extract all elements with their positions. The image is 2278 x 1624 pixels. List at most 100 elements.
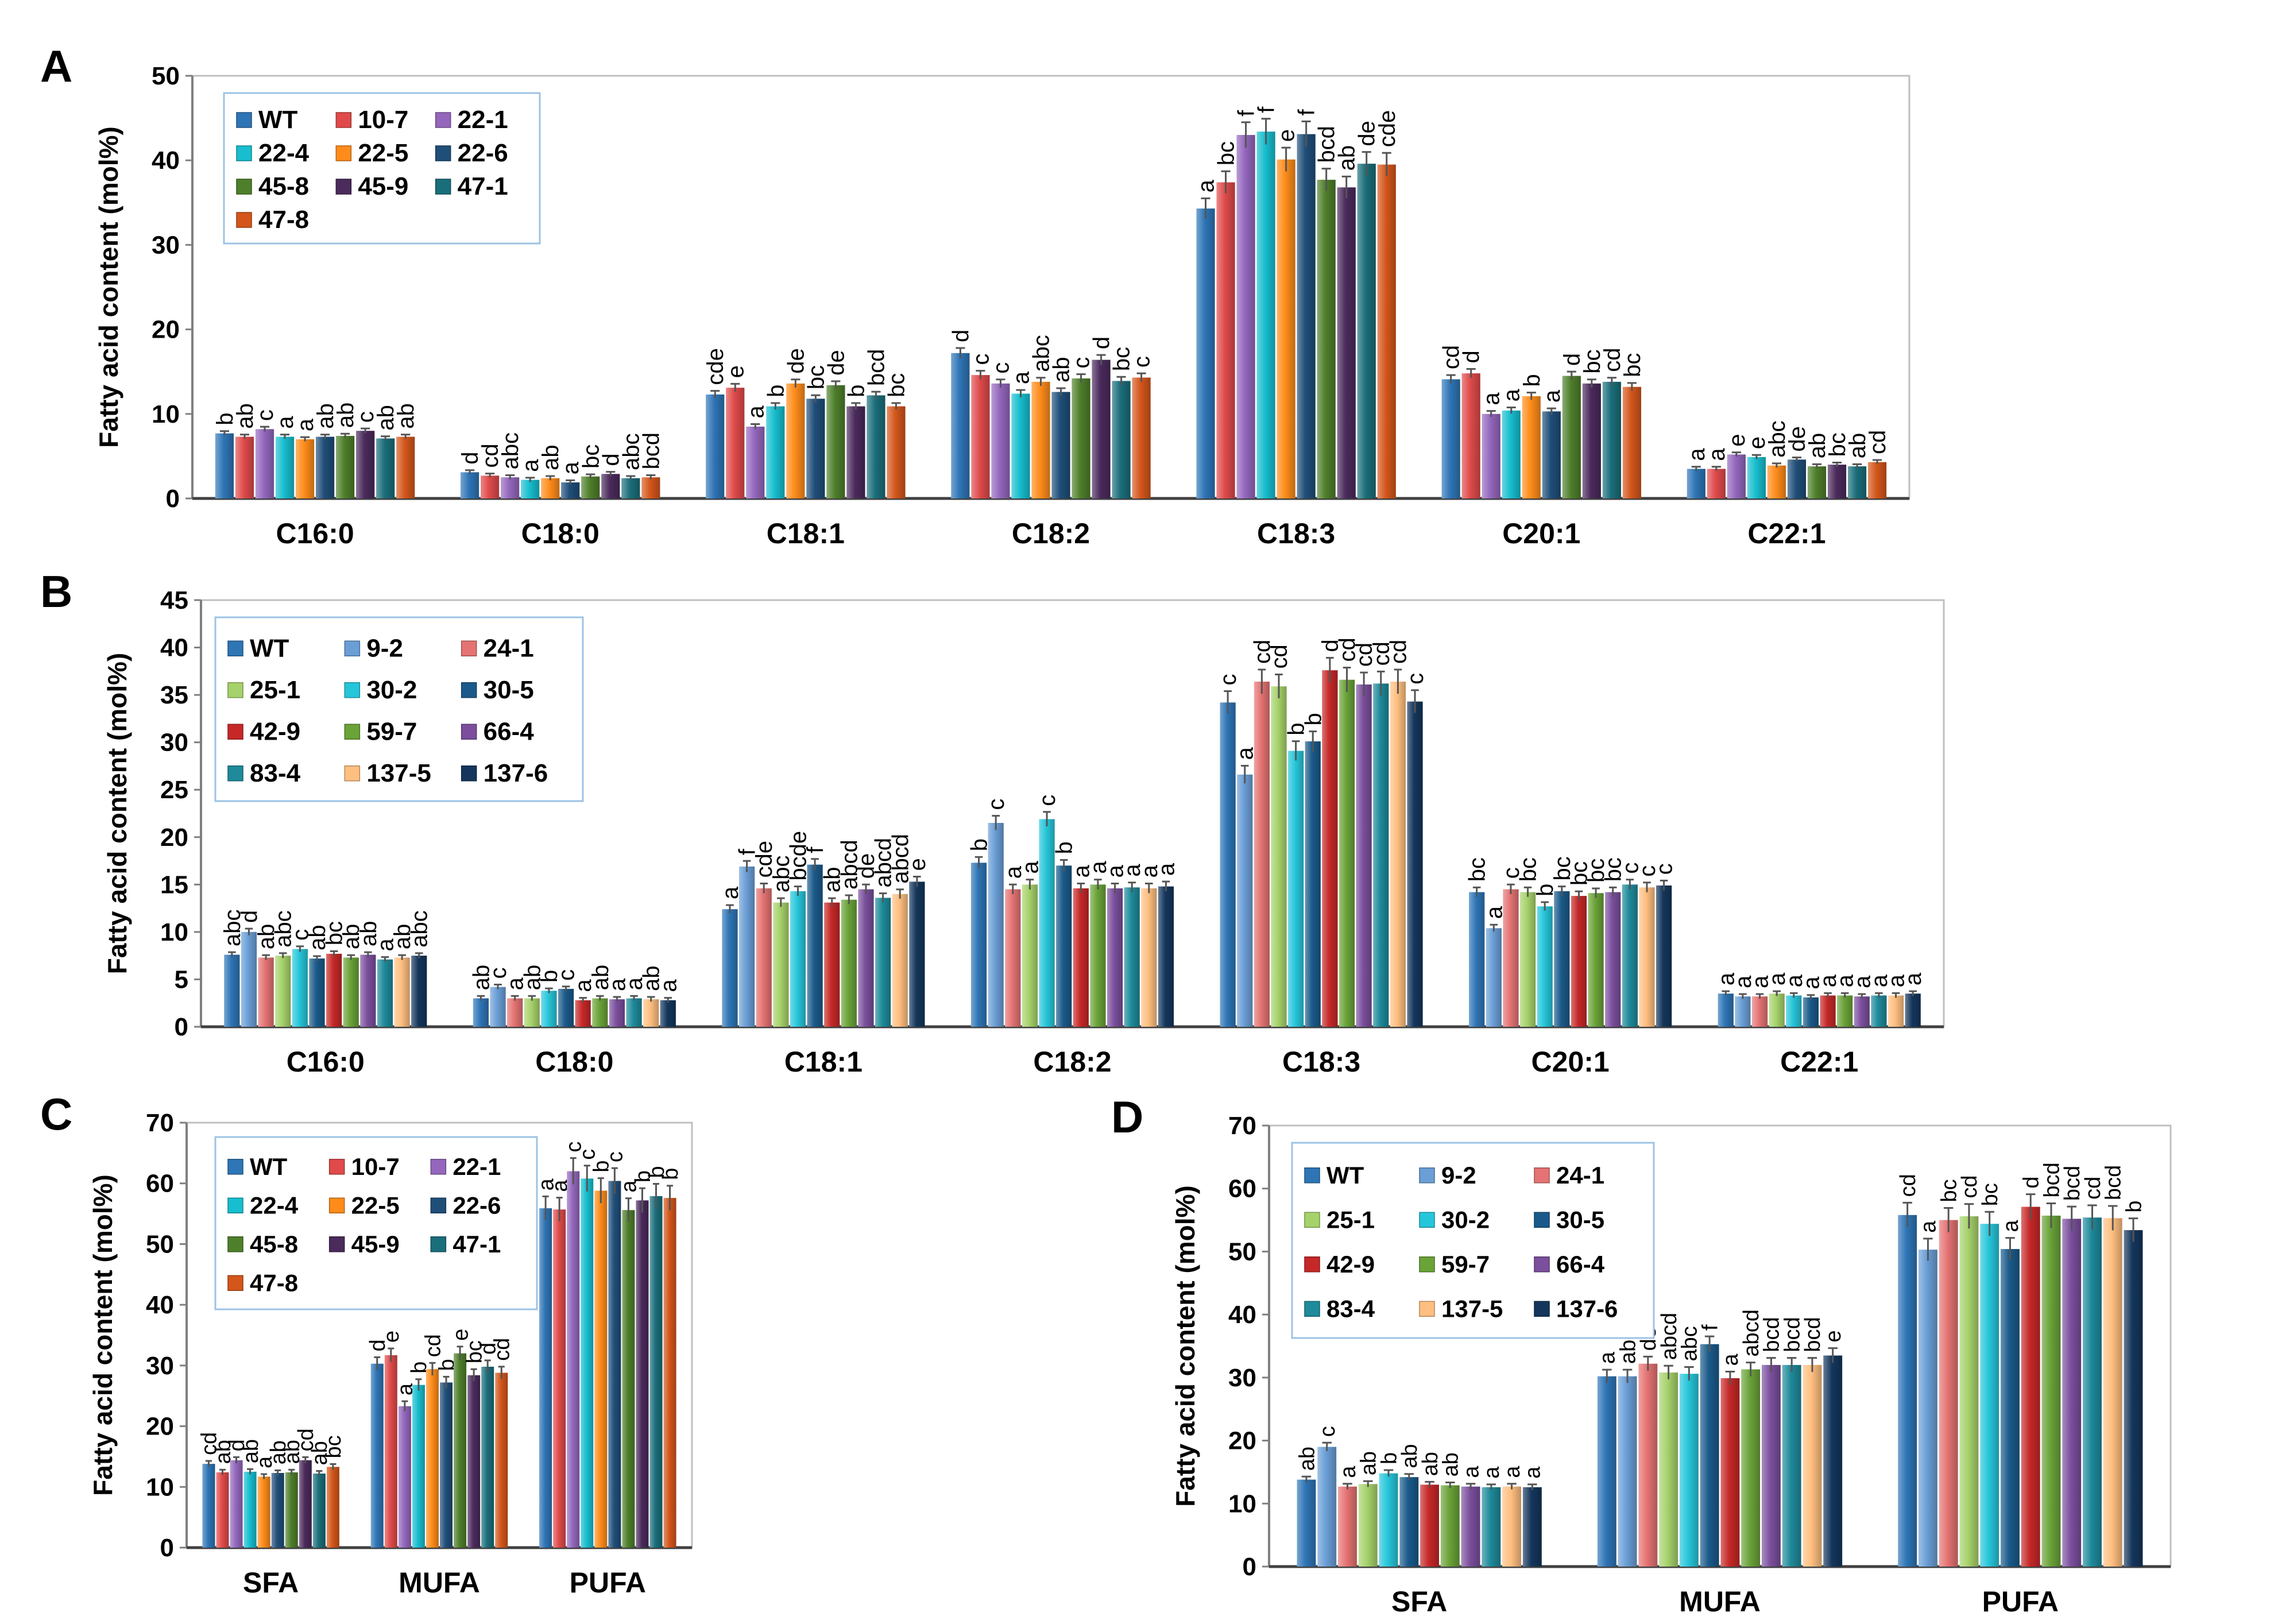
y-tick-label: 30 bbox=[146, 1352, 174, 1380]
y-tick-label: 50 bbox=[1228, 1238, 1256, 1266]
significance-letter: de bbox=[1355, 121, 1380, 146]
category-label: MUFA bbox=[399, 1567, 480, 1599]
significance-letter: a bbox=[253, 1456, 277, 1468]
panel-C: C 0 10 20 30 40 50 60 70 Fatty acid content (mol%… bbox=[40, 1089, 693, 1599]
legend-label: 9-2 bbox=[1441, 1162, 1476, 1189]
bar bbox=[467, 1375, 481, 1548]
significance-letter: a bbox=[1500, 1466, 1525, 1478]
category-label: C18:3 bbox=[1257, 517, 1335, 550]
legend-label: 10-7 bbox=[358, 106, 408, 134]
significance-letter: a bbox=[1120, 864, 1145, 877]
bar bbox=[592, 998, 608, 1027]
significance-letter: cde bbox=[703, 348, 728, 385]
significance-letter: bcde bbox=[786, 831, 811, 881]
bar bbox=[295, 439, 315, 498]
significance-letter: e bbox=[1745, 436, 1770, 449]
bar bbox=[1782, 1364, 1801, 1567]
significance-letter: cd bbox=[1439, 345, 1464, 369]
legend-swatch bbox=[461, 765, 477, 782]
legend-label: 22-5 bbox=[351, 1192, 400, 1219]
legend-label: 66-4 bbox=[484, 717, 535, 745]
bar bbox=[1847, 466, 1867, 498]
bar bbox=[867, 395, 885, 498]
bar bbox=[1959, 1216, 1979, 1567]
bar bbox=[1803, 997, 1819, 1027]
bar bbox=[275, 956, 291, 1027]
significance-letter: ab bbox=[1845, 433, 1870, 459]
significance-letter: a bbox=[1684, 448, 1710, 461]
bar bbox=[1022, 884, 1038, 1027]
significance-letter: a bbox=[373, 938, 398, 952]
bar bbox=[601, 474, 620, 498]
significance-letter: c bbox=[968, 354, 993, 365]
legend-label: 25-1 bbox=[1326, 1206, 1375, 1233]
significance-letter: a bbox=[605, 978, 630, 991]
bar bbox=[892, 894, 908, 1027]
significance-letter: bcd bbox=[2040, 1162, 2064, 1197]
bar bbox=[1441, 379, 1460, 498]
significance-letter: b bbox=[1301, 713, 1326, 725]
y-tick-label: 60 bbox=[1228, 1175, 1256, 1203]
significance-letter: cd bbox=[1352, 643, 1377, 667]
bar bbox=[971, 375, 990, 498]
bar bbox=[343, 957, 359, 1027]
y-tick-label: 30 bbox=[1228, 1364, 1256, 1392]
legend-label: 22-6 bbox=[452, 1192, 501, 1219]
bar bbox=[790, 891, 806, 1027]
y-tick-label: 10 bbox=[160, 918, 188, 946]
bar bbox=[2062, 1219, 2082, 1567]
category-label: C20:1 bbox=[1531, 1046, 1610, 1078]
legend-swatch bbox=[1419, 1167, 1435, 1184]
legend-swatch bbox=[236, 145, 252, 161]
bar bbox=[1542, 411, 1561, 498]
significance-letter: ab bbox=[356, 921, 381, 947]
bar bbox=[1687, 469, 1705, 498]
bar bbox=[1420, 1484, 1439, 1567]
bar bbox=[360, 954, 376, 1027]
category-label: C22:1 bbox=[1780, 1046, 1858, 1078]
bar bbox=[1562, 376, 1581, 498]
y-tick-label: 10 bbox=[152, 400, 180, 428]
panel-label: B bbox=[40, 566, 72, 617]
bar bbox=[1373, 683, 1389, 1027]
legend-label: 59-7 bbox=[366, 717, 417, 745]
bar bbox=[2124, 1230, 2143, 1567]
bar bbox=[1718, 993, 1734, 1027]
bar bbox=[1158, 886, 1174, 1027]
significance-letter: f bbox=[1698, 1324, 1722, 1331]
legend-label: 25-1 bbox=[250, 676, 300, 704]
significance-letter: d bbox=[1459, 350, 1484, 363]
bar bbox=[1522, 396, 1541, 498]
significance-letter: cd bbox=[1267, 644, 1292, 668]
bar bbox=[773, 902, 789, 1027]
significance-letter: a bbox=[571, 979, 596, 992]
bar bbox=[1582, 383, 1601, 498]
legend-label: 137-6 bbox=[1556, 1295, 1618, 1322]
legend-swatch bbox=[430, 1159, 447, 1175]
significance-letter: a bbox=[1482, 906, 1507, 919]
bar bbox=[1638, 1363, 1658, 1567]
bar bbox=[241, 931, 257, 1027]
category-label: C18:2 bbox=[1033, 1046, 1111, 1078]
significance-letter: bcd bbox=[1801, 1317, 1825, 1352]
significance-letter: ab bbox=[1335, 145, 1360, 171]
bar bbox=[1039, 819, 1055, 1027]
bar bbox=[285, 1472, 298, 1548]
y-tick-label: 50 bbox=[152, 62, 180, 90]
significance-letter: b bbox=[435, 1359, 459, 1371]
bar bbox=[1196, 208, 1215, 498]
significance-letter: bc bbox=[1825, 432, 1850, 457]
bar bbox=[490, 987, 506, 1027]
significance-letter: b bbox=[631, 1170, 655, 1182]
significance-letter: ab bbox=[1805, 433, 1830, 459]
bar bbox=[988, 823, 1004, 1027]
bar bbox=[1482, 413, 1500, 498]
significance-letter: a bbox=[1233, 747, 1258, 760]
legend-label: 83-4 bbox=[1326, 1295, 1375, 1322]
y-tick-label: 20 bbox=[1228, 1427, 1256, 1455]
y-tick-label: 20 bbox=[152, 316, 180, 344]
bar bbox=[951, 353, 970, 498]
legend-swatch bbox=[328, 1159, 345, 1175]
legend-swatch bbox=[435, 179, 451, 195]
bar bbox=[539, 1208, 552, 1548]
